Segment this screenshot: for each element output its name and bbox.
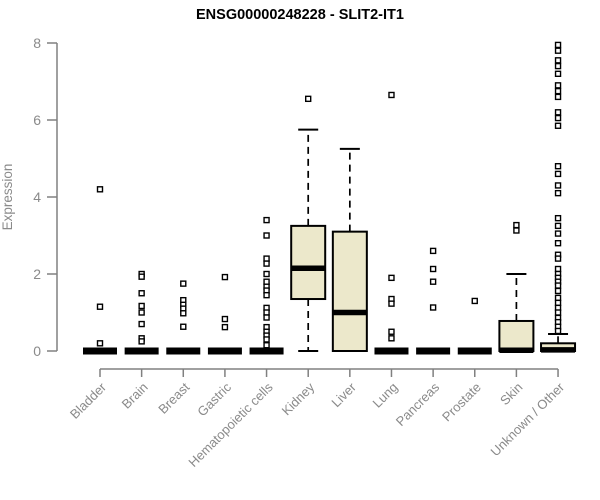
outlier-point-unknown-other: [554, 255, 562, 262]
outlier-point-unknown-other: [554, 299, 562, 307]
outlier-point-breast: [180, 310, 187, 317]
outlier-point-hematopoietic-cells: [263, 291, 270, 299]
x-axis-label-breast: Breast: [155, 379, 192, 416]
outlier-point-lung: [388, 328, 395, 335]
x-axis-label-pancreas: Pancreas: [393, 379, 443, 429]
box-collapsed-brain: [124, 347, 159, 355]
outlier-point-unknown-other: [554, 309, 562, 316]
outlier-point-hematopoietic-cells: [263, 278, 270, 285]
outlier-point-brain: [138, 338, 145, 345]
box-kidney: [290, 224, 327, 301]
x-axis-label-unknown-other: Unknown / Other: [488, 379, 568, 459]
outlier-point-skin: [513, 227, 520, 234]
outlier-point-hematopoietic-cells: [263, 255, 270, 262]
x-axis-label-prostate: Prostate: [439, 380, 484, 425]
outlier-point-pancreas: [429, 247, 437, 255]
outlier-point-unknown-other: [554, 230, 562, 237]
box-collapsed-lung: [374, 347, 409, 355]
outlier-point-hematopoietic-cells: [263, 309, 270, 316]
box-collapsed-gastric: [207, 347, 242, 355]
box-collapsed-hematopoietic-cells: [249, 347, 284, 355]
outlier-point-unknown-other: [554, 41, 562, 49]
outlier-point-unknown-other: [554, 87, 562, 95]
chart-title: ENSG00000248228 - SLIT2-IT1: [196, 7, 404, 23]
outlier-point-unknown-other: [554, 170, 562, 178]
outlier-point-brain: [138, 302, 145, 310]
outlier-point-hematopoietic-cells: [263, 260, 270, 267]
y-tick-label-0: 0: [33, 343, 41, 359]
outlier-point-unknown-other: [554, 82, 562, 89]
outlier-point-brain: [138, 290, 145, 297]
outlier-point-hematopoietic-cells: [263, 232, 270, 239]
outlier-point-unknown-other: [554, 93, 562, 101]
outlier-point-gastric: [221, 323, 229, 331]
outlier-point-gastric: [221, 273, 229, 281]
outlier-point-hematopoietic-cells: [263, 270, 270, 278]
outlier-point-unknown-other: [554, 294, 562, 302]
outlier-point-unknown-other: [554, 109, 562, 116]
box-collapsed-breast: [166, 347, 201, 355]
x-axis: [99, 368, 559, 377]
outlier-point-pancreas: [429, 278, 437, 285]
outlier-point-hematopoietic-cells: [263, 336, 270, 343]
outlier-point-kidney: [305, 95, 312, 103]
outlier-point-lung: [388, 335, 395, 342]
outlier-point-unknown-other: [554, 47, 562, 54]
box-skin: [498, 319, 535, 353]
outlier-point-pancreas: [429, 304, 437, 311]
outlier-point-unknown-other: [554, 287, 562, 295]
x-axis-label-gastric: Gastric: [194, 379, 234, 419]
outlier-point-unknown-other: [554, 182, 562, 189]
outlier-point-brain: [138, 320, 145, 328]
outlier-point-brain: [138, 273, 145, 280]
x-axis-label-kidney: Kidney: [279, 379, 318, 418]
outlier-point-hematopoietic-cells: [263, 314, 270, 321]
outlier-point-lung: [388, 300, 395, 307]
y-tick-label-6: 6: [33, 112, 41, 128]
outlier-point-prostate: [471, 297, 478, 305]
box-collapsed-bladder: [83, 347, 117, 355]
outlier-point-bladder: [96, 186, 104, 193]
outlier-point-unknown-other: [554, 114, 562, 122]
y-axis: [47, 42, 58, 352]
outlier-point-hematopoietic-cells: [263, 342, 270, 349]
box-collapsed-prostate: [457, 347, 492, 355]
x-axis-label-skin: Skin: [497, 380, 525, 408]
y-tick-label-2: 2: [33, 266, 41, 282]
x-axis-label-liver: Liver: [328, 379, 359, 410]
outlier-point-brain: [138, 309, 145, 316]
outlier-point-unknown-other: [554, 265, 562, 273]
outlier-point-unknown-other: [554, 70, 562, 78]
outlier-point-unknown-other: [554, 239, 562, 247]
outlier-point-unknown-other: [554, 189, 562, 197]
y-tick-label-8: 8: [33, 35, 41, 51]
y-tick-label-4: 4: [33, 189, 41, 205]
outlier-point-lung: [388, 274, 395, 282]
outlier-point-gastric: [221, 315, 229, 323]
outlier-point-unknown-other: [554, 222, 562, 230]
outlier-point-lung: [388, 91, 395, 99]
outlier-point-unknown-other: [554, 282, 562, 289]
outlier-point-unknown-other: [554, 57, 562, 64]
outlier-point-pancreas: [429, 265, 437, 273]
outlier-point-unknown-other: [554, 62, 562, 70]
outlier-point-bladder: [96, 303, 104, 310]
x-axis-label-lung: Lung: [370, 380, 401, 411]
outlier-point-breast: [180, 280, 187, 287]
box-collapsed-pancreas: [416, 347, 451, 355]
x-axis-label-bladder: Bladder: [67, 379, 110, 422]
outlier-point-bladder: [96, 340, 104, 347]
outlier-point-unknown-other: [554, 122, 562, 129]
outlier-point-unknown-other: [554, 162, 562, 170]
outlier-point-breast: [180, 323, 187, 330]
box-liver: [331, 230, 368, 352]
x-axis-label-brain: Brain: [119, 380, 151, 412]
outlier-point-hematopoietic-cells: [263, 216, 270, 224]
outlier-point-skin: [513, 221, 520, 229]
outlier-point-unknown-other: [554, 327, 562, 335]
outlier-point-unknown-other: [554, 214, 562, 222]
